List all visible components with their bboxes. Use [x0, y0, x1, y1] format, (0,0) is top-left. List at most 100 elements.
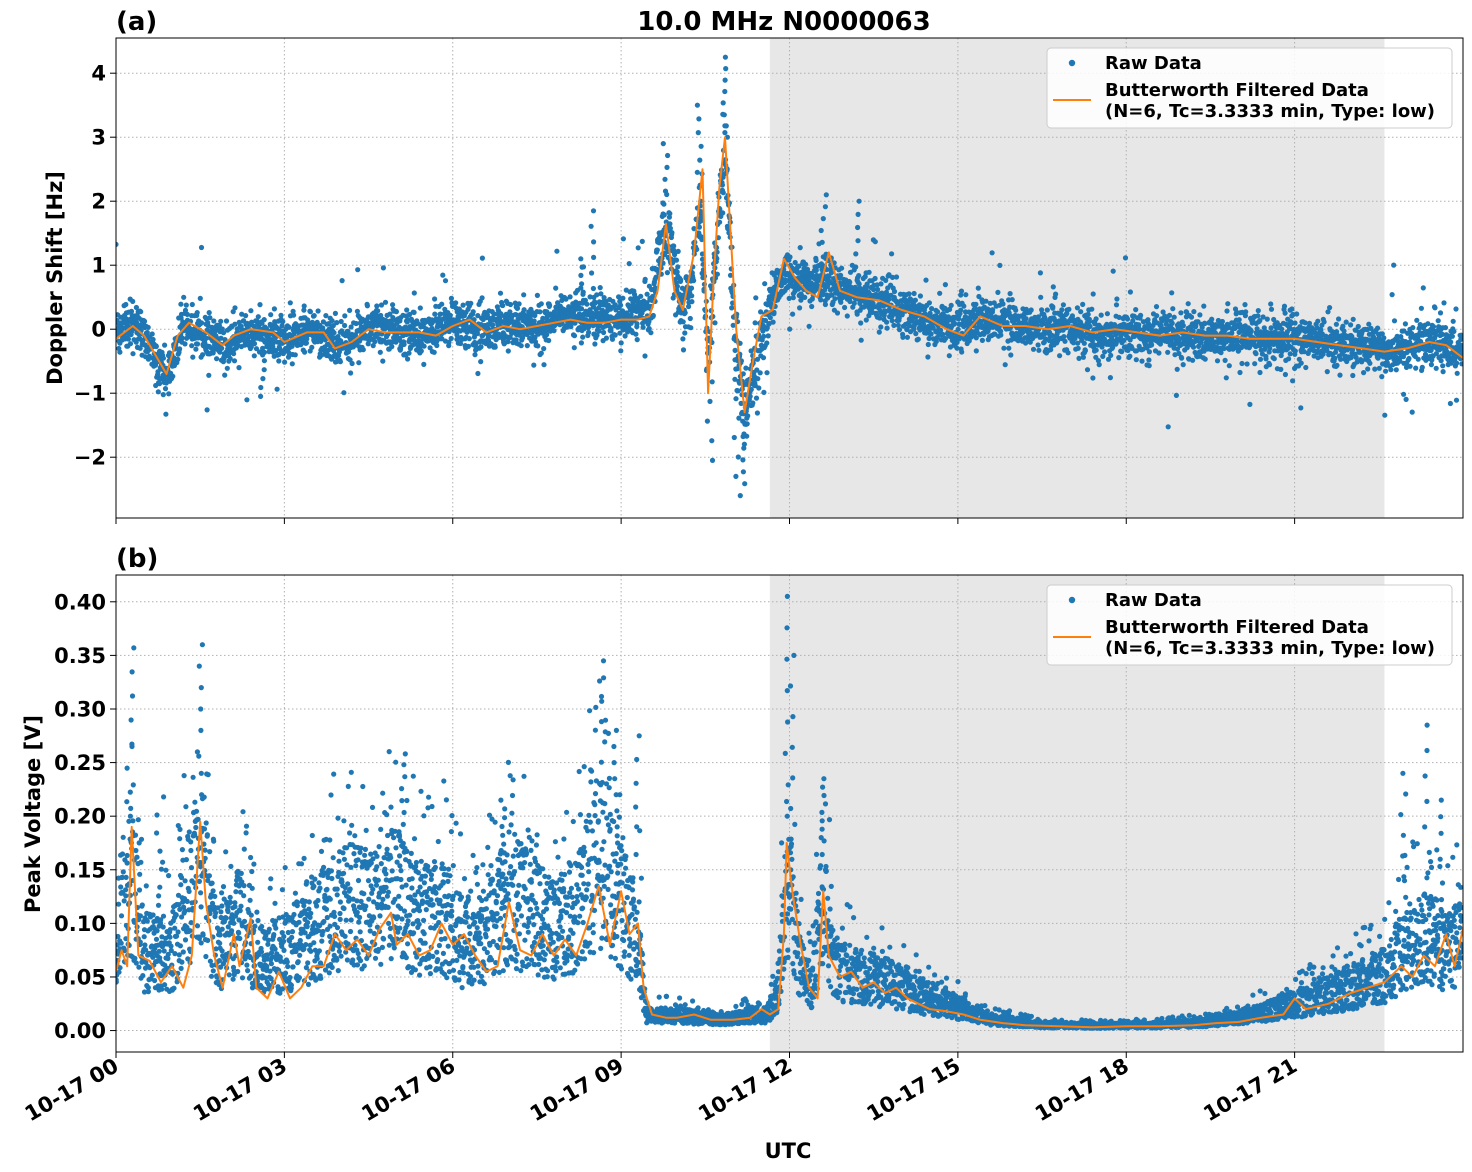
raw-data-point: [289, 343, 295, 349]
raw-data-point: [797, 245, 803, 251]
raw-data-point: [741, 441, 748, 447]
raw-data-point: [756, 385, 762, 391]
raw-data-point: [787, 254, 793, 260]
raw-data-point: [1100, 353, 1106, 359]
raw-data-point: [1110, 268, 1116, 274]
raw-data-point: [720, 190, 726, 196]
raw-data-point: [646, 319, 652, 325]
raw-data-point: [847, 298, 853, 305]
raw-data-point: [730, 322, 736, 328]
raw-data-point: [1361, 370, 1367, 376]
raw-data-point: [923, 277, 929, 283]
raw-data-point: [1062, 338, 1068, 344]
raw-data-point: [995, 289, 1001, 295]
raw-data-point: [338, 318, 344, 325]
raw-data-point: [1136, 326, 1142, 332]
raw-data-point: [809, 303, 815, 310]
raw-data-point: [116, 241, 119, 247]
raw-data-point: [1366, 321, 1372, 327]
raw-data-point: [546, 337, 552, 344]
raw-data-point: [1350, 316, 1356, 322]
raw-data-point: [743, 365, 749, 371]
raw-data-point: [348, 324, 354, 330]
raw-data-point: [544, 309, 550, 315]
raw-data-point: [219, 345, 225, 351]
raw-data-point: [553, 285, 559, 291]
raw-data-point: [567, 294, 573, 300]
raw-data-point: [1202, 356, 1208, 362]
raw-data-point: [390, 302, 396, 308]
raw-data-point: [370, 343, 376, 349]
raw-data-point: [884, 325, 890, 331]
raw-data-point: [847, 279, 853, 285]
raw-data-point: [601, 329, 607, 336]
raw-data-point: [1348, 322, 1354, 328]
raw-data-point: [377, 349, 383, 355]
raw-data-point: [1349, 347, 1356, 353]
raw-data-point: [622, 333, 628, 339]
raw-data-point: [1298, 405, 1304, 411]
raw-data-point: [1325, 309, 1331, 315]
raw-data-point: [311, 313, 317, 319]
raw-data-point: [137, 345, 143, 351]
raw-data-point: [578, 340, 585, 346]
raw-data-point: [1127, 289, 1133, 295]
raw-data-point: [694, 169, 700, 175]
raw-data-point: [942, 335, 949, 342]
raw-data-point: [1140, 346, 1146, 352]
raw-data-point: [1008, 352, 1014, 358]
raw-data-point: [347, 307, 353, 313]
raw-data-point: [218, 335, 224, 341]
raw-data-point: [580, 334, 586, 340]
raw-data-point: [292, 352, 298, 358]
raw-data-point: [434, 342, 440, 349]
raw-data-point: [891, 322, 897, 328]
raw-data-point: [1057, 353, 1063, 359]
raw-data-point: [937, 290, 943, 296]
raw-data-point: [1264, 316, 1270, 322]
raw-data-point: [130, 298, 136, 304]
raw-data-point: [1279, 348, 1285, 355]
raw-data-point: [406, 311, 413, 318]
raw-data-point: [1268, 325, 1274, 331]
raw-data-point: [405, 356, 411, 362]
raw-data-point: [882, 309, 889, 315]
raw-data-point: [597, 285, 603, 291]
raw-data-point: [691, 278, 697, 284]
raw-data-point: [505, 348, 511, 354]
raw-data-point: [387, 311, 393, 317]
raw-data-point: [1286, 356, 1292, 362]
raw-data-point: [1350, 372, 1356, 379]
raw-data-point: [752, 320, 758, 326]
raw-data-point: [675, 264, 681, 270]
raw-data-point: [162, 342, 168, 348]
raw-data-point: [1060, 302, 1066, 308]
raw-data-point: [1082, 348, 1088, 354]
raw-data-point: [770, 319, 776, 325]
raw-data-point: [959, 349, 965, 355]
raw-data-point: [563, 296, 569, 302]
raw-data-point: [912, 297, 919, 303]
raw-data-point: [1085, 311, 1091, 317]
raw-data-point: [653, 274, 659, 280]
raw-data-point: [1237, 369, 1243, 376]
raw-data-point: [1191, 309, 1197, 315]
raw-data-point: [1188, 314, 1195, 320]
raw-data-point: [375, 331, 381, 337]
raw-data-point: [531, 362, 537, 368]
raw-data-point: [298, 341, 305, 347]
raw-data-point: [1292, 348, 1298, 354]
raw-data-point: [1201, 303, 1207, 309]
raw-data-point: [279, 323, 285, 329]
raw-data-point: [674, 283, 681, 289]
raw-data-point: [1059, 307, 1065, 313]
raw-data-point: [571, 333, 578, 339]
raw-data-point: [182, 307, 189, 313]
raw-data-point: [278, 312, 284, 318]
raw-data-point: [572, 320, 578, 326]
raw-data-point: [883, 277, 889, 283]
raw-data-point: [961, 303, 967, 309]
raw-data-point: [179, 335, 185, 341]
raw-data-point: [1098, 312, 1104, 318]
raw-data-point: [1133, 307, 1139, 313]
